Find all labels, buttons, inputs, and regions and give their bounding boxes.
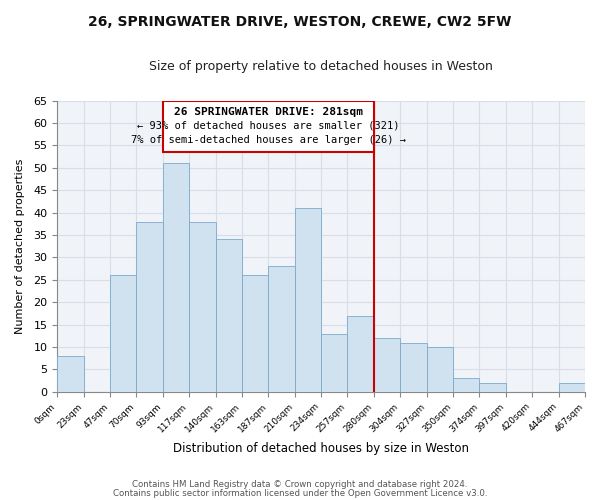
Bar — [559, 383, 585, 392]
Bar — [57, 356, 83, 392]
Title: Size of property relative to detached houses in Weston: Size of property relative to detached ho… — [149, 60, 493, 73]
Bar — [163, 164, 189, 392]
Bar — [453, 378, 479, 392]
Bar — [321, 334, 347, 392]
Text: 26, SPRINGWATER DRIVE, WESTON, CREWE, CW2 5FW: 26, SPRINGWATER DRIVE, WESTON, CREWE, CW… — [88, 15, 512, 29]
Bar — [374, 338, 400, 392]
Bar — [189, 222, 215, 392]
Bar — [347, 316, 374, 392]
Bar — [110, 276, 136, 392]
Bar — [479, 383, 506, 392]
FancyBboxPatch shape — [163, 100, 374, 152]
Bar — [400, 342, 427, 392]
Text: Contains HM Land Registry data © Crown copyright and database right 2024.: Contains HM Land Registry data © Crown c… — [132, 480, 468, 489]
Bar — [268, 266, 295, 392]
Text: 26 SPRINGWATER DRIVE: 281sqm: 26 SPRINGWATER DRIVE: 281sqm — [174, 107, 363, 117]
Bar — [136, 222, 163, 392]
Y-axis label: Number of detached properties: Number of detached properties — [15, 158, 25, 334]
Bar — [215, 240, 242, 392]
Text: ← 93% of detached houses are smaller (321): ← 93% of detached houses are smaller (32… — [137, 120, 400, 130]
Bar — [427, 347, 453, 392]
X-axis label: Distribution of detached houses by size in Weston: Distribution of detached houses by size … — [173, 442, 469, 455]
Bar — [295, 208, 321, 392]
Text: Contains public sector information licensed under the Open Government Licence v3: Contains public sector information licen… — [113, 488, 487, 498]
Text: 7% of semi-detached houses are larger (26) →: 7% of semi-detached houses are larger (2… — [131, 135, 406, 145]
Bar — [242, 276, 268, 392]
